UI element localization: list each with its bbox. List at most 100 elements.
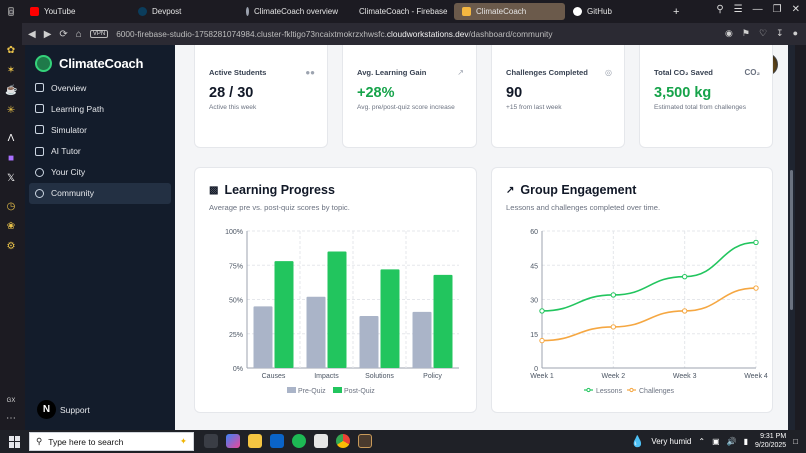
tab-0[interactable]: [0, 3, 22, 20]
app-window: ClimateCoach Overview Learning Path Simu…: [25, 45, 795, 430]
url-field[interactable]: 6000-firebase-studio-1758281074984.clust…: [116, 29, 552, 39]
download-icon[interactable]: ↧: [776, 28, 784, 38]
point-lessons: [753, 239, 759, 246]
file-explorer-icon[interactable]: [248, 434, 262, 448]
arc-icon[interactable]: Λ: [7, 133, 15, 144]
network-icon[interactable]: ▣: [712, 436, 720, 446]
shield-icon[interactable]: ⚑: [741, 28, 750, 38]
gx-icon[interactable]: GX: [6, 398, 16, 404]
opera-gx-icon[interactable]: [358, 434, 372, 448]
camera-icon[interactable]: ◉: [725, 28, 733, 38]
tab-label: ClimateCoach - Firebase: [359, 7, 448, 16]
scrollbar[interactable]: [788, 45, 795, 430]
search-placeholder: Type here to search: [48, 436, 124, 447]
minimize-icon[interactable]: —: [752, 4, 763, 15]
search-icon: ⚲: [36, 436, 43, 446]
tab-devpost[interactable]: Devpost: [130, 3, 238, 20]
y-tick-label: 30: [530, 298, 538, 305]
x-tick-label: Solutions: [365, 373, 394, 380]
gesture-icon[interactable]: ✿: [6, 45, 16, 56]
sidebar-item-label: Community: [51, 188, 94, 199]
tab-youtube[interactable]: YouTube: [22, 3, 130, 20]
tab-label: ClimateCoach: [476, 7, 527, 16]
new-tab-button[interactable]: +: [673, 5, 680, 18]
sidebar-item-community[interactable]: Community: [29, 182, 171, 204]
globe-logo-icon: [35, 55, 52, 72]
volume-icon[interactable]: 🔊: [726, 436, 737, 446]
window-controls: ⚲ ☰ — ❐ ✕: [716, 4, 800, 15]
puzzle-icon[interactable]: ❀: [6, 221, 16, 232]
point-lessons: [681, 273, 688, 280]
sparkle-icon: ✦: [179, 436, 187, 446]
y-tick-label: 50%: [229, 298, 243, 305]
menu-icon[interactable]: ○: [7, 7, 15, 18]
card-subtitle: Average pre vs. post-quiz scores by topi…: [209, 203, 350, 212]
y-tick-label: 75%: [229, 263, 243, 270]
tab-climatecoach[interactable]: ClimateCoach: [454, 3, 565, 20]
tab-github[interactable]: GitHub: [565, 3, 665, 20]
x-tick-label: Week 3: [673, 373, 697, 380]
back-icon[interactable]: ◀: [28, 28, 36, 40]
more-icon[interactable]: ⋯: [6, 413, 16, 424]
x-icon[interactable]: 𝕏: [6, 173, 16, 184]
sidebar-item-learning-path[interactable]: Learning Path: [29, 98, 171, 119]
copilot-icon[interactable]: [226, 434, 240, 448]
weather-label[interactable]: Very humid: [651, 436, 692, 446]
sidebar-item-overview[interactable]: Overview: [29, 77, 171, 98]
extensions-icon[interactable]: ☰: [733, 4, 743, 15]
point-challenges: [681, 308, 688, 314]
taskbar-search[interactable]: ⚲ Type here to search ✦: [29, 432, 194, 451]
stat-card-learning-gain: Avg. Learning Gain ↗ +28% Avg. pre/post-…: [342, 45, 477, 148]
sidebar-item-label: Overview: [51, 82, 87, 93]
star-icon[interactable]: ✳: [6, 105, 16, 116]
url-domain: cloudworkstations.dev: [386, 29, 469, 39]
task-view-icon[interactable]: [204, 434, 218, 448]
tab-climatecoach-firebase[interactable]: ClimateCoach - Firebase: [346, 3, 454, 20]
stat-value: 28 / 30: [209, 85, 254, 101]
support-link[interactable]: N Support: [37, 400, 90, 419]
sidebar-item-your-city[interactable]: Your City: [29, 162, 171, 183]
battery-icon[interactable]: ▮: [743, 436, 748, 446]
app-logo[interactable]: ClimateCoach: [35, 55, 143, 72]
bar-pre-quiz: [253, 306, 273, 368]
close-icon[interactable]: ✕: [791, 4, 800, 15]
bookmark-icon[interactable]: ♡: [758, 28, 768, 38]
history-icon[interactable]: ◷: [6, 201, 16, 212]
sidebar-item-ai-tutor[interactable]: AI Tutor: [29, 141, 171, 162]
settings-icon[interactable]: ⚙: [6, 241, 16, 252]
bar-post-quiz: [274, 261, 294, 368]
spotify-icon[interactable]: [292, 434, 306, 448]
sidebar-item-label: Simulator: [51, 124, 87, 135]
vpn-badge[interactable]: VPN: [89, 30, 109, 38]
sidebar-item-simulator[interactable]: Simulator: [29, 119, 171, 140]
drink-icon[interactable]: ☕: [5, 85, 18, 96]
twitch-icon[interactable]: ■: [7, 153, 15, 164]
tab-climatecoach-overview[interactable]: ClimateCoach overview: [238, 3, 346, 20]
scrollbar-thumb[interactable]: [790, 170, 793, 310]
clock[interactable]: 9:31 PM 9/20/2025: [755, 432, 786, 450]
home-icon[interactable]: ⌂: [75, 28, 82, 40]
globe-icon: [246, 7, 249, 16]
chrome-icon[interactable]: [336, 434, 350, 448]
maximize-icon[interactable]: ❐: [772, 4, 782, 15]
calculator-icon[interactable]: [314, 434, 328, 448]
outlook-icon[interactable]: [270, 434, 284, 448]
windows-start-icon[interactable]: [9, 435, 21, 448]
legend-label: Post-Quiz: [344, 388, 375, 395]
notifications-icon[interactable]: □: [793, 436, 798, 446]
stat-subtext: Active this week: [209, 104, 257, 111]
chevron-up-icon[interactable]: ⌃: [698, 436, 706, 446]
x-tick-label: Week 2: [602, 373, 626, 380]
forward-icon[interactable]: ▶: [43, 28, 52, 40]
x-tick-label: Causes: [262, 373, 286, 380]
search-icon[interactable]: ⚲: [716, 4, 724, 15]
bar-pre-quiz: [412, 311, 432, 368]
reload-icon[interactable]: ⟳: [59, 28, 68, 40]
bar-post-quiz: [433, 274, 453, 368]
profile-icon[interactable]: ●: [792, 28, 798, 38]
stat-card-co2-saved: Total CO₂ Saved CO₂ 3,500 kg Estimated t…: [639, 45, 773, 148]
bar-pre-quiz: [359, 315, 379, 368]
bee-icon[interactable]: ✶: [6, 65, 16, 76]
legend-label: Pre-Quiz: [298, 388, 326, 395]
legend-label: Challenges: [639, 388, 675, 395]
